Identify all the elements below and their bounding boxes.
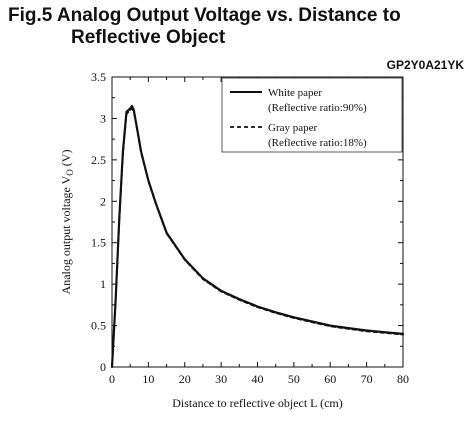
x-tick-label: 20 — [179, 372, 191, 386]
tick-labels: 0 10 20 30 40 50 60 70 80 0 0.5 1 1.5 2 2.5 3 3.5 — [91, 70, 409, 386]
series-line-gray-paper — [111, 107, 404, 368]
y-tick-label: 1.5 — [91, 236, 106, 250]
part-number: GP2Y0A21YK — [386, 58, 464, 72]
legend-label-gray-paper: Gray paper — [268, 122, 318, 134]
y-axis-label-main: Analog output voltage V — [59, 175, 73, 294]
y-tick-label: 0 — [100, 360, 106, 374]
x-tick-label: 50 — [288, 372, 300, 386]
y-tick-label: 1 — [100, 277, 106, 291]
y-axis-label-unit: (V) — [59, 150, 73, 170]
legend-note-gray-paper: (Reflective ratio:18%) — [268, 137, 367, 149]
y-tick-label: 3.5 — [91, 70, 106, 84]
y-tick-label: 2.5 — [91, 153, 106, 167]
legend-label-white-paper: White paper — [268, 87, 322, 99]
legend-box — [221, 77, 403, 153]
x-tick-label: 80 — [397, 372, 409, 386]
y-axis-label-subscript: O — [65, 169, 75, 176]
x-tick-label: 70 — [361, 372, 373, 386]
y-tick-label: 2 — [100, 194, 106, 208]
x-axis-label: Distance to reflective object L (cm) — [172, 396, 342, 410]
legend: White paper (Reflective ratio:90%) Gray … — [221, 77, 403, 153]
x-tick-label: 10 — [142, 372, 154, 386]
series-layer — [110, 104, 405, 369]
y-tick-label: 0.5 — [91, 319, 106, 333]
legend-note-white-paper: (Reflective ratio:90%) — [268, 102, 367, 114]
figure-title: Fig.5 Analog Output Voltage vs. Distance… — [8, 5, 401, 49]
x-tick-label: 30 — [215, 372, 227, 386]
x-tick-label: 0 — [109, 372, 115, 386]
x-tick-label: 60 — [324, 372, 336, 386]
figure-title-line-2: Reflective Object — [71, 27, 226, 48]
plot-frame — [111, 76, 404, 368]
y-tick-label: 3 — [100, 111, 106, 125]
y-axis-label: Analog output voltage VO (V) — [59, 150, 75, 295]
figure-title-line-1: Fig.5 Analog Output Voltage vs. Distance… — [8, 5, 401, 26]
x-tick-label: 40 — [252, 372, 264, 386]
